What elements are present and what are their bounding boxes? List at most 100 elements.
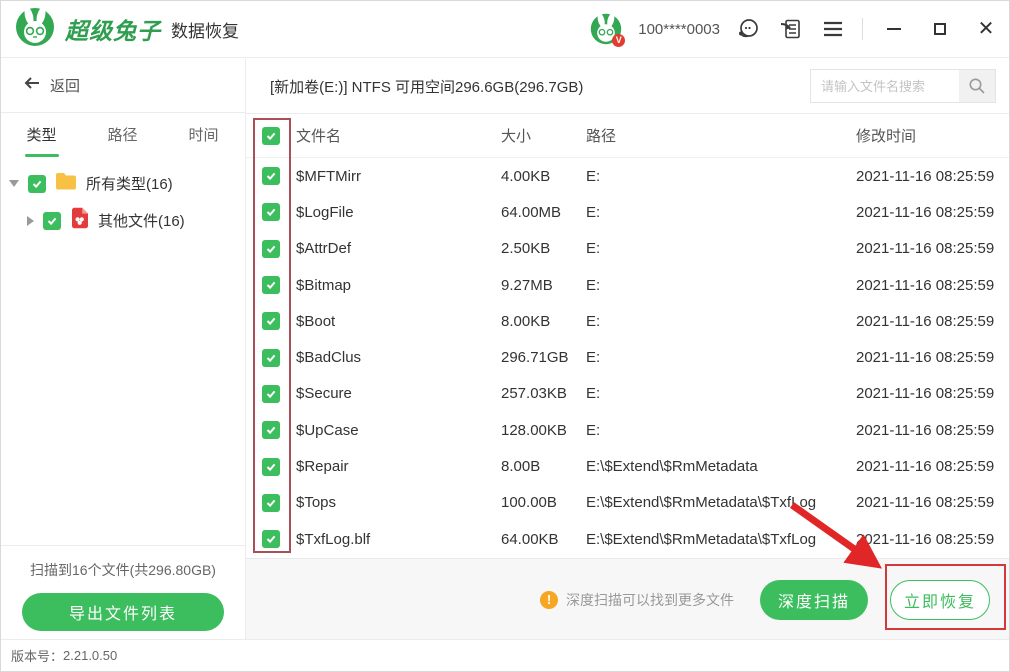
back-button[interactable]: 返回 [1, 59, 245, 113]
user-avatar[interactable]: V [590, 13, 626, 47]
file-mtime-cell: 2021-11-16 08:25:59 [856, 421, 995, 439]
titlebar-separator [862, 18, 863, 40]
file-size-cell: 8.00B [501, 458, 541, 476]
export-file-list-button[interactable]: 导出文件列表 [22, 593, 224, 631]
file-path-cell: E: [586, 421, 601, 439]
file-mtime-cell: 2021-11-16 08:25:59 [856, 349, 995, 367]
row-checkbox[interactable] [262, 421, 280, 440]
file-path-cell: E: [586, 385, 601, 403]
volume-info: [新加卷(E:)] NTFS 可用空间296.6GB(296.7GB) [270, 78, 584, 96]
file-size-cell: 4.00KB [501, 167, 551, 185]
warning-icon: ! [540, 591, 558, 609]
file-mtime-cell: 2021-11-16 08:25:59 [856, 530, 995, 548]
customer-service-icon[interactable] [736, 16, 762, 42]
app-title-suffix: 数据恢复 [171, 21, 239, 41]
deep-scan-hint: 深度扫描可以找到更多文件 [566, 592, 734, 608]
file-name-cell: $Boot [296, 312, 336, 330]
file-size-cell: 64.00MB [501, 203, 562, 221]
feedback-icon[interactable] [778, 16, 804, 42]
file-size-cell: 128.00KB [501, 421, 567, 439]
vip-badge: V [612, 34, 626, 47]
row-checkbox[interactable] [262, 493, 280, 512]
col-header-size[interactable]: 大小 [501, 128, 532, 145]
file-name-cell: $UpCase [296, 421, 359, 439]
file-mtime-cell: 2021-11-16 08:25:59 [856, 458, 995, 476]
tree-item-label: 所有类型(16) [86, 176, 173, 193]
file-path-cell: E: [586, 312, 601, 330]
file-size-cell: 257.03KB [501, 385, 567, 403]
search-button[interactable] [959, 70, 995, 102]
tree-item-other-files[interactable]: 其他文件(16) [1, 202, 245, 239]
file-size-cell: 64.00KB [501, 530, 559, 548]
table-row[interactable]: $Repair 8.00B E:\$Extend\$RmMetadata 202… [246, 448, 1009, 484]
caret-right-icon[interactable] [27, 215, 34, 226]
titlebar: 超级兔子 数据恢复 V 100****0003 [1, 1, 1009, 58]
file-name-cell: $BadClus [296, 349, 362, 367]
file-name-cell: $Tops [296, 494, 337, 512]
search-box [810, 69, 996, 103]
recover-now-button[interactable]: 立即恢复 [890, 580, 990, 620]
row-checkbox[interactable] [262, 276, 280, 295]
tab-path[interactable]: 路径 [107, 127, 138, 144]
file-size-cell: 2.50KB [501, 240, 551, 258]
row-checkbox[interactable] [262, 384, 280, 403]
search-input[interactable] [811, 70, 959, 102]
table-row[interactable]: $Secure 257.03KB E: 2021-11-16 08:25:59 [246, 376, 1009, 412]
row-checkbox[interactable] [262, 239, 280, 258]
status-footer: 版本号： 2.21.0.50 [1, 639, 1009, 671]
deep-scan-button[interactable]: 深度扫描 [760, 580, 868, 620]
file-name-cell: $MFTMirr [296, 167, 361, 185]
other-files-icon [70, 207, 89, 234]
row-checkbox[interactable] [262, 530, 280, 549]
close-button[interactable]: ✕ [977, 18, 995, 40]
file-name-cell: $Repair [296, 458, 349, 476]
caret-down-icon[interactable] [9, 180, 19, 187]
row-checkbox[interactable] [262, 312, 280, 331]
tree-checkbox[interactable] [43, 211, 61, 230]
table-header: 文件名 大小 路径 修改时间 [246, 114, 1009, 158]
user-id: 100****0003 [638, 20, 720, 38]
row-checkbox[interactable] [262, 203, 280, 222]
row-checkbox[interactable] [262, 457, 280, 476]
file-path-cell: E:\$Extend\$RmMetadata\$TxfLog [586, 530, 817, 548]
table-row[interactable]: $BadClus 296.71GB E: 2021-11-16 08:25:59 [246, 339, 1009, 375]
file-path-cell: E: [586, 349, 601, 367]
table-row[interactable]: $AttrDef 2.50KB E: 2021-11-16 08:25:59 [246, 231, 1009, 267]
maximize-button[interactable] [925, 16, 955, 42]
bottom-action-bar: ! 深度扫描可以找到更多文件 深度扫描 立即恢复 [246, 558, 1009, 641]
back-arrow-icon [23, 75, 41, 96]
table-row[interactable]: $TxfLog.blf 64.00KB E:\$Extend\$RmMetada… [246, 521, 1009, 557]
tree-item-all-types[interactable]: 所有类型(16) [1, 165, 245, 202]
tree-checkbox[interactable] [28, 174, 46, 193]
file-name-cell: $TxfLog.blf [296, 530, 371, 548]
app-title-brand: 超级兔子 [65, 18, 161, 44]
version-value: 2.21.0.50 [63, 648, 118, 663]
back-label: 返回 [50, 78, 81, 95]
col-header-path[interactable]: 路径 [586, 128, 617, 145]
folder-icon [55, 172, 77, 195]
row-checkbox[interactable] [262, 348, 280, 367]
table-row[interactable]: $UpCase 128.00KB E: 2021-11-16 08:25:59 [246, 412, 1009, 448]
row-checkbox[interactable] [262, 167, 280, 186]
file-mtime-cell: 2021-11-16 08:25:59 [856, 312, 995, 330]
tab-type[interactable]: 类型 [1, 113, 82, 163]
table-row[interactable]: $Tops 100.00B E:\$Extend\$RmMetadata\$Tx… [246, 485, 1009, 521]
scan-summary-text: 扫描到16个文件(共296.80GB) [30, 562, 216, 578]
file-mtime-cell: 2021-11-16 08:25:59 [856, 494, 995, 512]
menu-icon[interactable] [820, 16, 846, 42]
file-name-cell: $AttrDef [296, 240, 352, 258]
table-row[interactable]: $Boot 8.00KB E: 2021-11-16 08:25:59 [246, 303, 1009, 339]
file-name-cell: $LogFile [296, 203, 354, 221]
tab-time[interactable]: 时间 [188, 127, 219, 144]
table-row[interactable]: $Bitmap 9.27MB E: 2021-11-16 08:25:59 [246, 267, 1009, 303]
sidebar-tabs: 类型 路径 时间 [1, 113, 245, 163]
sidebar: 返回 类型 路径 时间 所有类型(16) [1, 59, 246, 641]
panel-header: [新加卷(E:)] NTFS 可用空间296.6GB(296.7GB) [246, 59, 1009, 114]
minimize-button[interactable] [879, 16, 909, 42]
table-row[interactable]: $LogFile 64.00MB E: 2021-11-16 08:25:59 [246, 194, 1009, 230]
table-row[interactable]: $MFTMirr 4.00KB E: 2021-11-16 08:25:59 [246, 158, 1009, 194]
col-header-mtime[interactable]: 修改时间 [856, 128, 917, 145]
select-all-checkbox[interactable] [262, 126, 280, 145]
col-header-filename[interactable]: 文件名 [296, 128, 342, 145]
file-path-cell: E: [586, 240, 601, 258]
